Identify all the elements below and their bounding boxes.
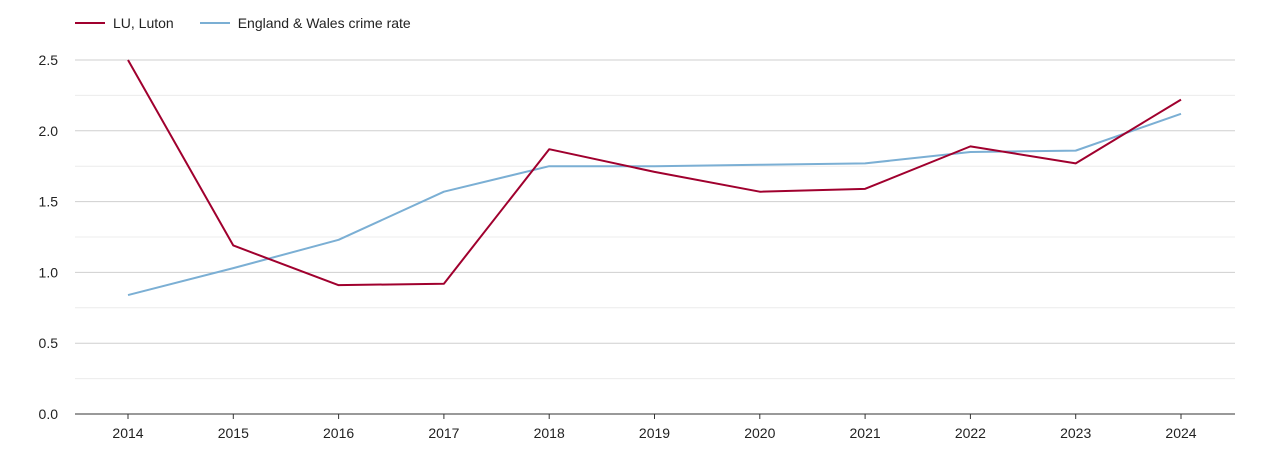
x-tick-label: 2016: [323, 425, 354, 441]
x-tick-label: 2020: [744, 425, 775, 441]
x-tick-label: 2022: [955, 425, 986, 441]
legend-swatch-england-wales: [199, 22, 230, 24]
y-tick-label: 0.0: [39, 406, 59, 422]
chart-legend: LU, Luton England & Wales crime rate: [75, 15, 437, 31]
x-tick-label: 2015: [218, 425, 249, 441]
series-line-luton: [127, 59, 1182, 287]
legend-item-england-wales[interactable]: England & Wales crime rate: [199, 15, 411, 31]
y-tick-label: 0.5: [39, 335, 59, 351]
y-tick-label: 2.0: [39, 123, 59, 139]
legend-label-england-wales: England & Wales crime rate: [237, 15, 411, 31]
series-line-england-wales: [127, 112, 1182, 297]
x-tick-label: 2017: [428, 425, 459, 441]
x-tick-label: 2018: [534, 425, 565, 441]
legend-label-luton: LU, Luton: [113, 15, 174, 31]
x-tick-label: 2024: [1165, 425, 1196, 441]
legend-item-luton[interactable]: LU, Luton: [75, 15, 174, 31]
x-tick-label: 2021: [850, 425, 881, 441]
legend-swatch-luton: [75, 22, 105, 24]
y-tick-label: 1.5: [39, 194, 59, 210]
x-tick-label: 2023: [1060, 425, 1091, 441]
y-tick-label: 2.5: [39, 52, 59, 68]
y-tick-label: 1.0: [39, 264, 59, 280]
x-tick-label: 2014: [112, 425, 143, 441]
x-tick-label: 2019: [639, 425, 670, 441]
